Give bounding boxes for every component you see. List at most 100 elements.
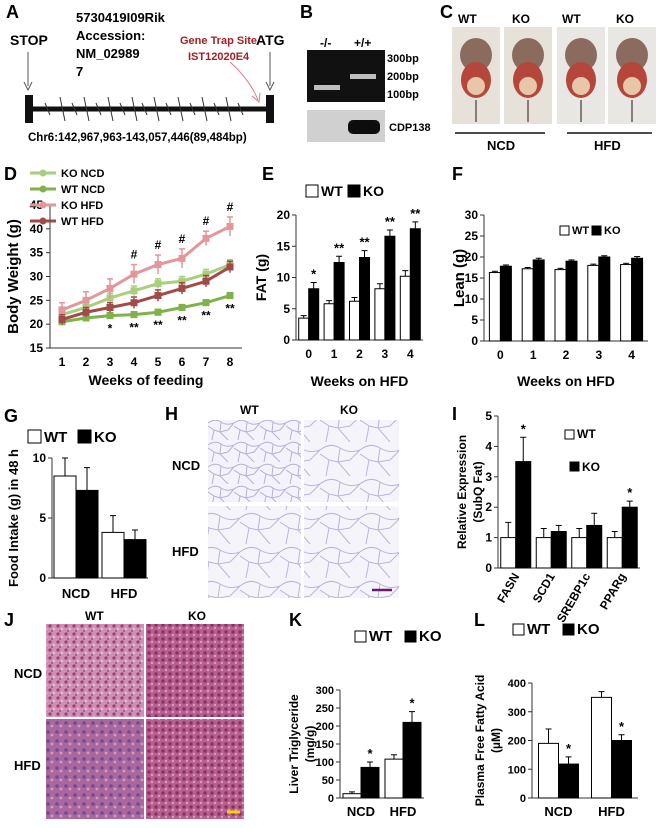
panel-label-g: G [4,406,18,426]
exon-atg [266,95,274,123]
y-tick-label: 3 [485,470,492,484]
bar-ko [532,259,545,342]
atg-label: ATG [256,32,285,48]
series-line-ko-ncd [61,263,231,317]
legend-swatch-wt [354,630,367,643]
y-axis-title: (mg/g) [303,726,317,763]
significance-hash: # [179,232,186,246]
intron-mark [44,102,51,116]
intron-mark [165,102,172,116]
bar-ko [558,763,579,799]
chart-g: G 0 5 10 NCD HFD Food Intake (g) in 48 h WT KO [4,406,148,601]
intron-mark [71,102,78,116]
significance-hash: # [227,200,234,214]
panel-label-k: K [289,610,302,630]
legend-label: KO HFD [61,200,103,212]
data-point [154,280,162,288]
data-point [130,287,138,295]
x-tick-label: 8 [227,355,234,369]
y-tick-label: 200 [316,721,334,733]
panel-label-c: C [440,2,453,22]
significance-star: ** [359,235,370,250]
legend-marker [39,217,47,225]
x-tick-label: FASN [494,571,522,606]
data-point [154,261,162,269]
data-point [130,311,138,319]
y-tick-label: 20 [277,208,291,222]
legend-label: KO [94,429,117,446]
bar-ko [359,257,370,341]
mouse-fat-depot [467,77,485,95]
histo-j-row-hfd: HFD [14,758,41,773]
gene-trap-id: IST12020E4 [188,51,250,63]
chart-f: F 0 5 10 15 20 25 30 0 1 2 3 4 Weeks on HFD Lean (g) WT… [451,164,648,389]
bar-wt [535,537,552,569]
marker-100bp: 100bp [387,89,419,101]
ncd-group-label: NCD [487,138,515,153]
panel-label-b: B [300,2,313,22]
legend-label: WT [44,429,67,446]
y-tick-label: 15 [30,341,44,355]
chart-k: K 0 50 100 150 200 250 300 NCD * HFD * Liver Triglyc… [287,610,442,819]
histo-fat-ko-hfd [304,506,399,598]
y-tick-label: 30 [465,208,479,222]
bar-ko [550,531,567,569]
histo-fat-ko-ncd [304,420,399,502]
intron-mark [153,96,160,122]
intron-mark [131,96,138,122]
panel-label-j: J [4,610,14,630]
bar-ko [598,256,611,342]
significance-star: ** [129,320,139,334]
x-tick-label: 3 [382,347,389,361]
mouse-fat-depot [623,77,641,95]
intron-mark [119,102,126,116]
legend-swatch-ko [77,429,92,444]
legend-swatch-wt [305,184,319,198]
y-tick-label: 250 [316,703,334,715]
y-tick-label: 5 [471,313,478,327]
significance-hash: # [131,248,138,262]
y-tick-label: 0 [39,571,46,585]
intron-mark [83,96,90,122]
x-tick-label: 0 [305,347,312,361]
significance-star: ** [410,206,421,221]
chart-l: L 0 100 200 300 400 NCD * HFD * Plasma Free Fatty … [473,610,638,819]
legend-swatch-wt [564,429,575,440]
x-tick-label: 2 [563,348,570,362]
panel-b: B -/- +/+ 300bp 200bp 100bp CDP138 [300,2,431,142]
gene-name: 5730419I09Rik [76,10,166,25]
y-axis-title: Body Weight (g) [5,219,22,334]
y-tick-label: 35 [30,246,44,260]
x-tick-label: 3 [595,348,602,362]
accession-number-cont: 7 [76,64,83,79]
y-tick-label: 0 [471,334,478,348]
legend-swatch-ko [347,184,361,198]
y-tick-label: 20 [30,317,44,331]
marker-200bp: 200bp [387,71,419,83]
significance-hash: # [203,214,210,228]
legend-label: WT [369,628,392,645]
y-tick-label: 10 [277,271,291,285]
bar-ko [586,524,603,569]
intron-mark [213,102,220,116]
legend-label: WT [527,621,550,638]
histo-fat-wt-ncd [208,420,301,502]
y-tick-label: 15 [277,239,291,253]
accession-number: NM_02989 [76,46,140,61]
mouse-label-ko-1: KO [512,12,530,26]
histo-liver-wt-hfd [46,719,144,819]
y-axis-title: Liver Triglyceride [287,694,301,794]
bar-wt [323,303,335,341]
intron-mark [95,102,102,116]
bar-wt [571,537,588,569]
legend-marker [39,169,47,177]
bar-ko [621,506,638,569]
data-point [202,277,210,285]
bar-wt [591,696,612,799]
y-axis-title: Plasma Free Fatty Acid [473,675,487,807]
bar-ko [384,235,396,341]
legend-label: KO NCD [61,168,104,180]
x-tick-label: SREBP1c [554,570,594,625]
